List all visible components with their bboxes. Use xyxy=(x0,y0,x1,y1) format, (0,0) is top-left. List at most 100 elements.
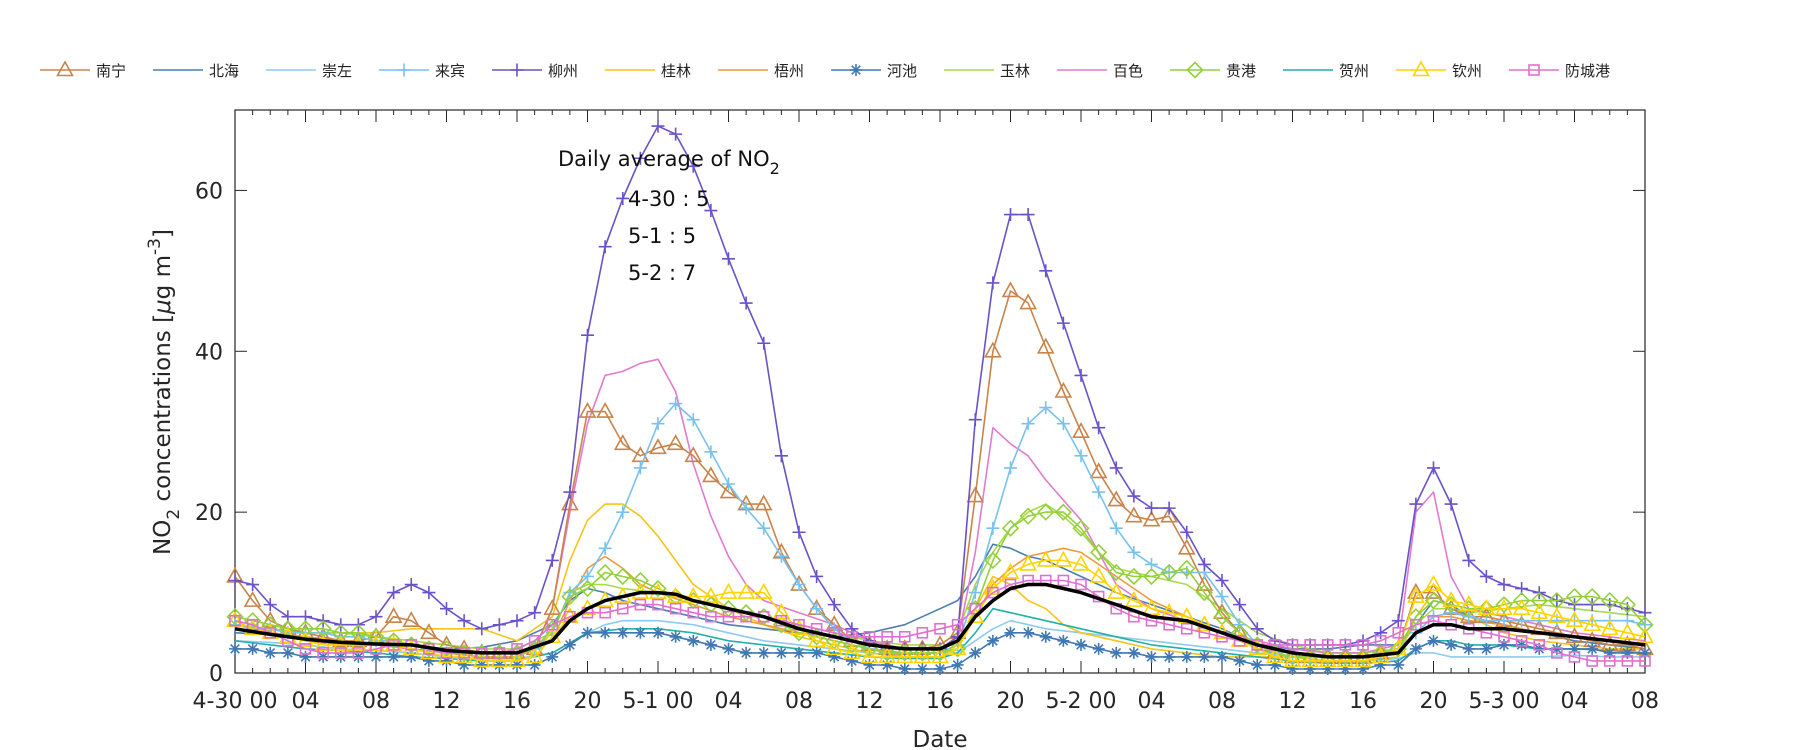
data-point xyxy=(1233,598,1247,612)
annotation-line: 5-1 : 5 xyxy=(628,224,696,248)
data-point xyxy=(1056,417,1070,431)
legend-swatch xyxy=(718,69,768,71)
data-point xyxy=(1074,368,1088,382)
data-point xyxy=(1603,655,1616,667)
legend-item: 桂林 xyxy=(605,60,718,81)
data-point xyxy=(616,602,629,615)
data-point xyxy=(951,658,964,671)
data-point xyxy=(772,603,791,619)
data-point xyxy=(1004,461,1017,475)
data-point xyxy=(740,646,753,659)
data-point xyxy=(596,401,614,418)
data-point xyxy=(1089,462,1108,479)
data-point xyxy=(898,662,911,675)
x-tick-label: 08 xyxy=(1208,689,1236,714)
legend-label: 梧州 xyxy=(774,61,805,80)
data-point xyxy=(228,574,242,588)
data-point xyxy=(704,204,718,218)
data-point xyxy=(649,438,667,455)
data-point xyxy=(1407,586,1425,603)
x-tick-label: 04 xyxy=(292,689,320,714)
legend-label: 来宾 xyxy=(435,61,466,80)
data-point xyxy=(1142,599,1161,615)
data-point xyxy=(1410,618,1422,631)
data-point xyxy=(1480,642,1493,655)
data-point xyxy=(1565,587,1584,606)
data-point xyxy=(563,638,576,651)
data-point xyxy=(652,626,664,639)
legend-item: 贺州 xyxy=(1283,60,1396,81)
data-point xyxy=(1601,591,1619,610)
data-point xyxy=(1001,562,1020,579)
data-point xyxy=(666,434,685,451)
data-point xyxy=(1056,316,1070,330)
data-point xyxy=(1283,651,1302,668)
data-point xyxy=(543,599,562,615)
data-point xyxy=(1057,574,1070,587)
series-layer xyxy=(226,119,1654,675)
data-point xyxy=(1603,646,1616,659)
data-point xyxy=(1001,281,1020,298)
data-point xyxy=(1339,662,1352,675)
y-tick-label: 0 xyxy=(209,662,223,687)
data-point xyxy=(581,626,594,639)
x-axis-label: Date xyxy=(913,727,968,750)
data-point xyxy=(578,401,597,418)
x-tick-label: 5-1 00 xyxy=(623,689,694,714)
data-point xyxy=(1409,497,1423,511)
data-point xyxy=(1072,422,1090,439)
data-point xyxy=(56,60,74,77)
data-point xyxy=(226,608,244,626)
average-line xyxy=(234,582,1646,659)
data-point xyxy=(510,614,524,628)
data-point xyxy=(1039,630,1052,643)
data-point xyxy=(528,606,542,620)
data-point xyxy=(878,644,896,662)
data-point xyxy=(511,658,523,671)
data-point xyxy=(490,651,509,668)
x-tick-label: 4-30 00 xyxy=(193,689,278,714)
data-point xyxy=(1515,635,1528,647)
data-point xyxy=(1444,497,1458,511)
data-point xyxy=(984,551,1002,570)
legend-swatch xyxy=(40,60,90,77)
data-point xyxy=(1479,569,1493,583)
data-point xyxy=(1019,554,1037,571)
legend-label: 崇左 xyxy=(322,61,353,80)
data-point xyxy=(1142,510,1161,527)
data-point xyxy=(757,646,770,659)
data-point xyxy=(1036,337,1055,354)
data-point xyxy=(508,651,526,668)
data-point xyxy=(264,646,277,659)
data-point xyxy=(1442,590,1460,607)
data-point xyxy=(420,623,438,640)
data-point xyxy=(493,658,506,671)
x-tick-label: 16 xyxy=(503,689,531,714)
x-tick-label: 08 xyxy=(785,689,813,714)
plot-frame xyxy=(234,109,1646,674)
data-point xyxy=(331,631,350,648)
series-柳州 xyxy=(228,119,1652,656)
data-point xyxy=(1636,616,1654,634)
annotation-line: 4-30 : 5 xyxy=(628,187,709,211)
x-tick-label: 20 xyxy=(574,689,602,714)
data-point xyxy=(616,626,629,639)
data-point xyxy=(1424,574,1443,591)
data-point xyxy=(669,397,683,411)
data-point xyxy=(243,619,262,636)
data-point xyxy=(1142,567,1161,586)
data-point xyxy=(633,151,647,165)
data-point xyxy=(1621,646,1634,659)
data-point xyxy=(631,571,650,590)
data-point xyxy=(352,650,365,663)
legend-label: 钦州 xyxy=(1452,61,1483,80)
data-point xyxy=(948,639,967,656)
data-point xyxy=(440,654,453,667)
data-point xyxy=(722,642,735,655)
data-point xyxy=(1477,599,1496,615)
data-point xyxy=(1301,651,1319,668)
data-point xyxy=(934,662,946,675)
data-point xyxy=(843,643,861,660)
data-point xyxy=(793,646,805,659)
data-point xyxy=(1215,590,1229,604)
